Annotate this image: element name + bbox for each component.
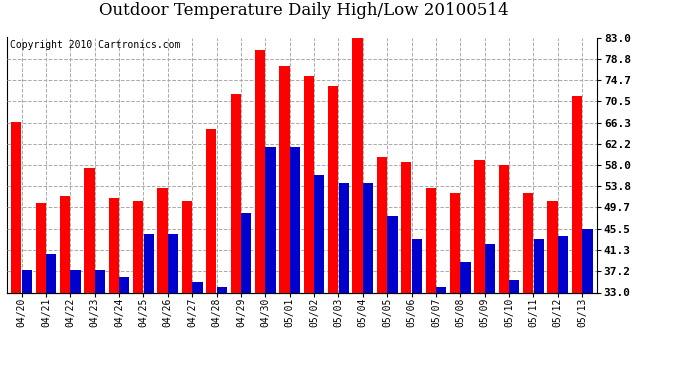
Bar [157,188,168,375]
Bar [582,229,593,375]
Bar [290,147,300,375]
Bar [60,196,70,375]
Bar [168,234,178,375]
Bar [328,86,338,375]
Bar [523,193,533,375]
Bar [401,162,411,375]
Bar [36,203,46,375]
Bar [363,183,373,375]
Bar [533,239,544,375]
Bar [109,198,119,375]
Bar [11,122,21,375]
Bar [377,158,387,375]
Bar [485,244,495,375]
Bar [387,216,397,375]
Bar [95,270,105,375]
Text: Outdoor Temperature Daily High/Low 20100514: Outdoor Temperature Daily High/Low 20100… [99,2,509,19]
Bar [304,76,314,375]
Bar [353,35,363,375]
Bar [21,270,32,375]
Bar [499,165,509,375]
Text: Copyright 2010 Cartronics.com: Copyright 2010 Cartronics.com [10,40,180,50]
Bar [460,262,471,375]
Bar [547,201,558,375]
Bar [133,201,144,375]
Bar [181,201,192,375]
Bar [206,129,217,375]
Bar [314,175,324,375]
Bar [426,188,436,375]
Bar [241,213,251,375]
Bar [217,287,227,375]
Bar [70,270,81,375]
Bar [266,147,276,375]
Bar [509,280,520,375]
Bar [84,168,95,375]
Bar [436,287,446,375]
Bar [474,160,484,375]
Bar [279,66,290,375]
Bar [46,254,57,375]
Bar [558,236,568,375]
Bar [230,94,241,375]
Bar [119,277,130,375]
Bar [412,239,422,375]
Bar [255,50,265,375]
Bar [193,282,203,375]
Bar [572,96,582,375]
Bar [144,234,154,375]
Bar [339,183,349,375]
Bar [450,193,460,375]
